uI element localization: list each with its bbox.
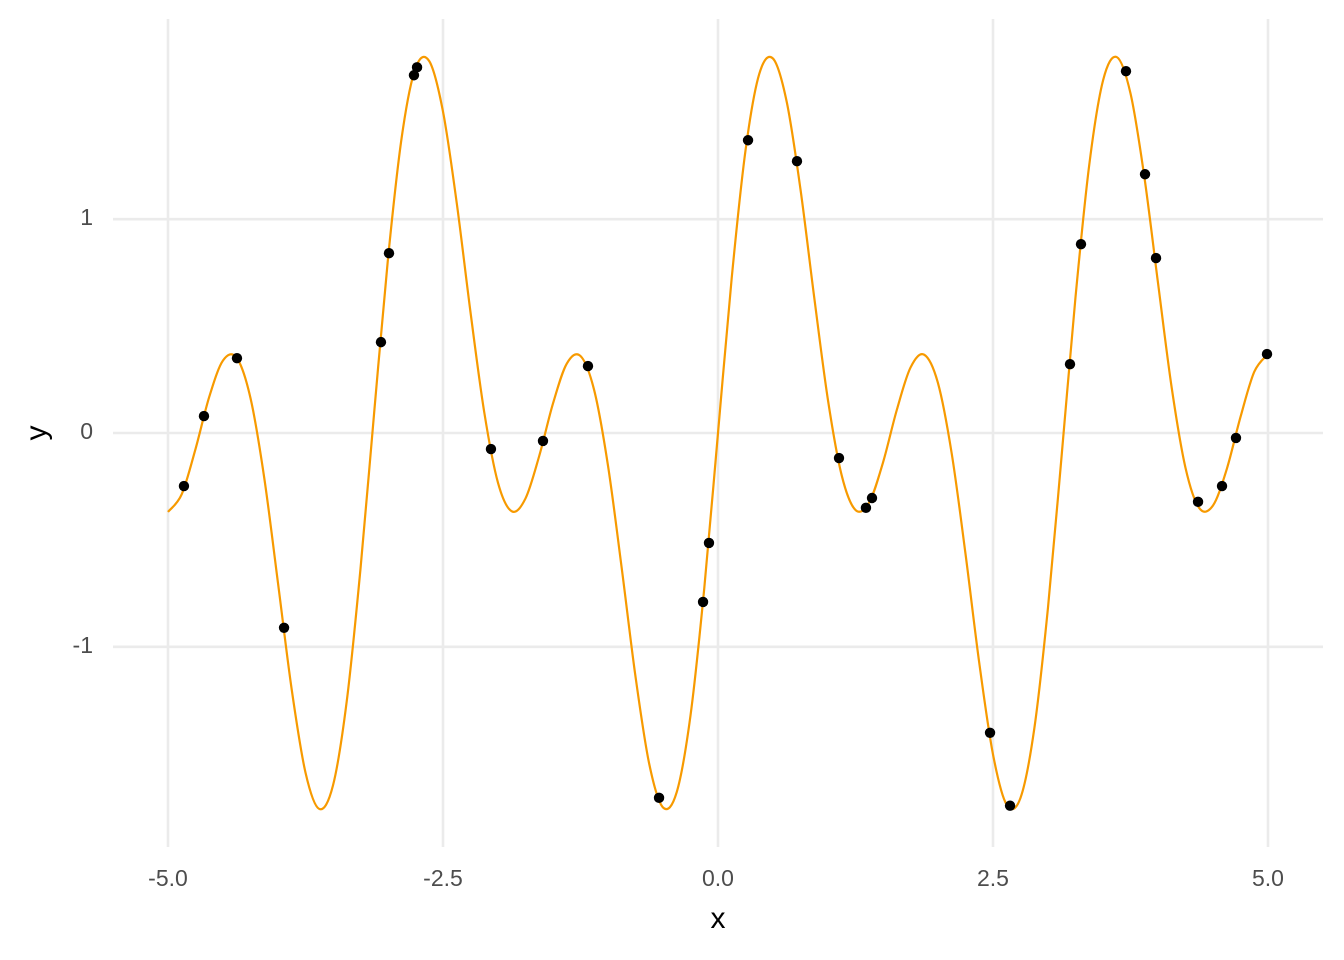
x-tick-label: 0.0: [702, 865, 734, 891]
curve: [167, 55, 1269, 811]
x-axis-title: x: [711, 902, 726, 935]
point: [742, 135, 754, 146]
point: [1261, 348, 1273, 360]
point: [198, 410, 210, 422]
point: [411, 62, 423, 73]
point: [703, 537, 715, 549]
point: [1120, 65, 1132, 77]
point: [866, 492, 878, 504]
point: [278, 622, 290, 634]
point: [984, 727, 996, 739]
y-axis-title: y: [20, 426, 53, 441]
y-tick-label: 1: [80, 204, 93, 230]
point: [408, 70, 420, 81]
x-tick-label: -5.0: [148, 865, 188, 891]
point: [485, 443, 497, 455]
point: [383, 247, 395, 259]
point: [1230, 432, 1242, 444]
x-tick-label: 5.0: [1252, 865, 1284, 891]
point: [1192, 496, 1204, 508]
y-tick-label: -1: [73, 632, 93, 658]
point: [1064, 358, 1076, 370]
point: [1139, 169, 1151, 180]
point: [697, 596, 709, 608]
point: [582, 360, 594, 372]
point: [791, 156, 803, 167]
y-tick-label: 0: [80, 418, 93, 444]
point: [375, 336, 387, 348]
point: [1004, 800, 1016, 811]
point: [1216, 480, 1228, 492]
point: [537, 435, 549, 447]
point: [653, 792, 665, 804]
point: [1150, 252, 1162, 264]
point: [231, 352, 243, 364]
point: [178, 480, 190, 492]
point: [1075, 238, 1087, 250]
x-tick-label: -2.5: [423, 865, 463, 891]
point: [860, 502, 872, 514]
x-tick-label: 2.5: [977, 865, 1009, 891]
point: [833, 452, 845, 464]
